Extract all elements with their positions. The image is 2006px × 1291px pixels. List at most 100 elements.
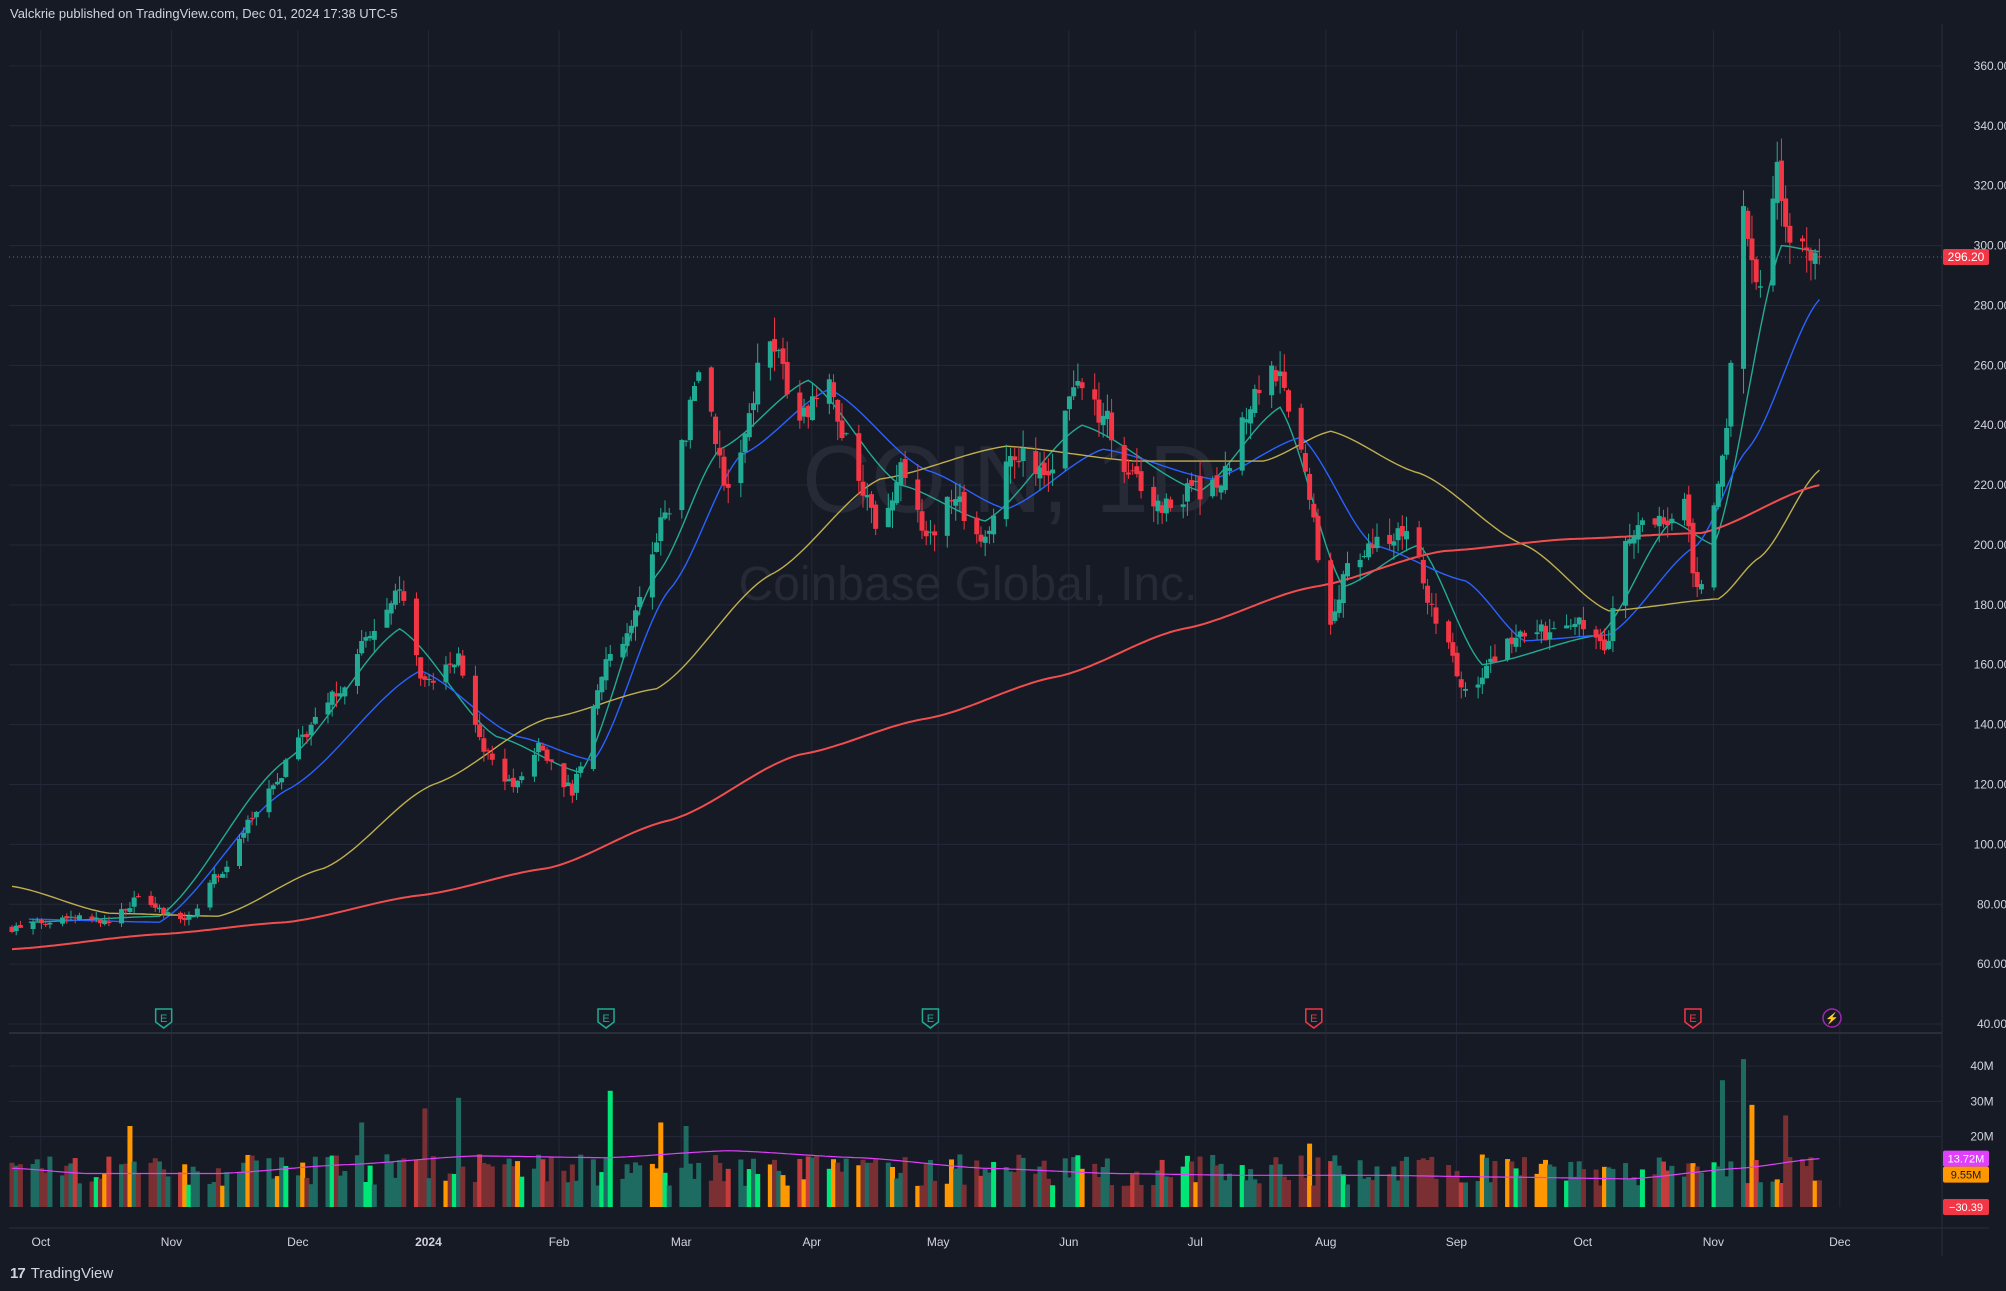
volume-bar [283, 1166, 289, 1207]
candle-body [1151, 486, 1157, 507]
candle-body [953, 499, 959, 506]
candle-body [443, 664, 449, 683]
candle-body [1420, 559, 1426, 584]
candle-body [725, 483, 731, 488]
volume-bar [1770, 1181, 1776, 1207]
time-tick-label: Aug [1315, 1235, 1336, 1249]
candle-body [578, 766, 584, 773]
volume-bar [1669, 1165, 1675, 1207]
volume-bar [1631, 1177, 1637, 1207]
candle-body [304, 733, 310, 738]
price-tick-label: 260.00 [1974, 358, 2006, 372]
volume-bar [1079, 1168, 1085, 1207]
volume-bar [1121, 1185, 1127, 1207]
volume-bar [392, 1177, 398, 1207]
price-tick-label: 220.00 [1974, 478, 2006, 492]
volume-bar [1281, 1176, 1287, 1207]
candle-body [927, 531, 933, 533]
volume-bar [220, 1185, 226, 1207]
candle-body [1450, 642, 1456, 656]
volume-bar [1020, 1157, 1026, 1207]
volume-bar [856, 1165, 862, 1207]
candle-body [1458, 679, 1464, 688]
volume-bar [97, 1178, 103, 1207]
volume-bar [472, 1182, 478, 1207]
volume-bar [544, 1181, 550, 1207]
candle-body [1134, 466, 1140, 475]
volume-bar [978, 1175, 984, 1207]
candle-body [1652, 518, 1658, 525]
candle-body [515, 780, 521, 788]
volume-bar [1197, 1156, 1203, 1207]
candle-body [708, 367, 714, 412]
volume-bars [9, 1059, 1822, 1207]
candle-body [898, 462, 904, 486]
candle-body [679, 440, 685, 511]
candle-body [1399, 526, 1405, 537]
candle-body [595, 690, 601, 709]
volume-bar [1332, 1155, 1338, 1207]
candle-body [194, 908, 200, 917]
volume-bar [367, 1165, 373, 1207]
volume-bar [123, 1163, 129, 1207]
volume-bar [603, 1157, 609, 1207]
volume-bar [1711, 1162, 1717, 1207]
volume-bar [1602, 1166, 1607, 1207]
volume-bar [329, 1155, 335, 1207]
candle-body [1551, 628, 1557, 630]
candle-body [1719, 455, 1725, 487]
candle-body [1033, 450, 1039, 475]
candle-body [1580, 620, 1586, 630]
volume-bar [687, 1163, 693, 1207]
volume-bar [1665, 1170, 1671, 1207]
candle-body [1745, 210, 1751, 239]
volume-bar [1016, 1154, 1022, 1207]
candle-body [544, 749, 550, 761]
candle-body [245, 819, 251, 834]
candle-body [1357, 559, 1363, 568]
candle-body [1184, 483, 1190, 502]
volume-bar [342, 1171, 348, 1207]
volume-bar [633, 1162, 639, 1207]
volume-bar [1534, 1173, 1540, 1207]
volume-bar [1505, 1159, 1511, 1207]
candle-body [388, 603, 394, 614]
volume-bar [397, 1160, 403, 1207]
candle-body [624, 633, 630, 646]
candle-body [426, 679, 432, 681]
dividend-marker-icon [1822, 1008, 1842, 1028]
price-candles [9, 138, 1822, 936]
candle-body [717, 447, 723, 456]
price-tick-label: 120.00 [1974, 777, 2006, 791]
candle-body [649, 554, 655, 598]
volume-bar [253, 1160, 259, 1207]
candle-body [253, 811, 259, 818]
candle-body [1774, 161, 1780, 203]
candle-body [165, 912, 171, 915]
candle-body [384, 609, 390, 628]
volume-bar [725, 1168, 731, 1207]
volume-bar [1547, 1164, 1553, 1207]
volume-bar [864, 1162, 870, 1207]
volume-bar [708, 1180, 714, 1207]
candle-body [1041, 462, 1047, 475]
volume-bar [477, 1154, 483, 1207]
candle-body [413, 598, 419, 656]
earnings-markers[interactable]: E E E E E ⚡ [154, 1008, 1842, 1029]
candle-body [561, 763, 567, 788]
price-tick-label: 360.00 [1974, 59, 2006, 73]
candle-body [1298, 407, 1304, 450]
candle-body [1538, 624, 1544, 632]
volume-bar [1606, 1167, 1612, 1207]
volume-bar [178, 1172, 184, 1207]
volume-bar [961, 1184, 967, 1207]
candle-body [826, 379, 832, 404]
candle-body [489, 753, 495, 760]
volume-bar [1450, 1176, 1456, 1207]
axes[interactable]: 360.00 340.00 320.00 300.00 280.00 260.00 240.… [9, 24, 2006, 1256]
candle-body [401, 591, 407, 601]
volume-bar [1012, 1172, 1018, 1207]
volume-bar [1783, 1115, 1789, 1207]
tradingview-footer[interactable]: 17 TradingView [10, 1265, 113, 1282]
